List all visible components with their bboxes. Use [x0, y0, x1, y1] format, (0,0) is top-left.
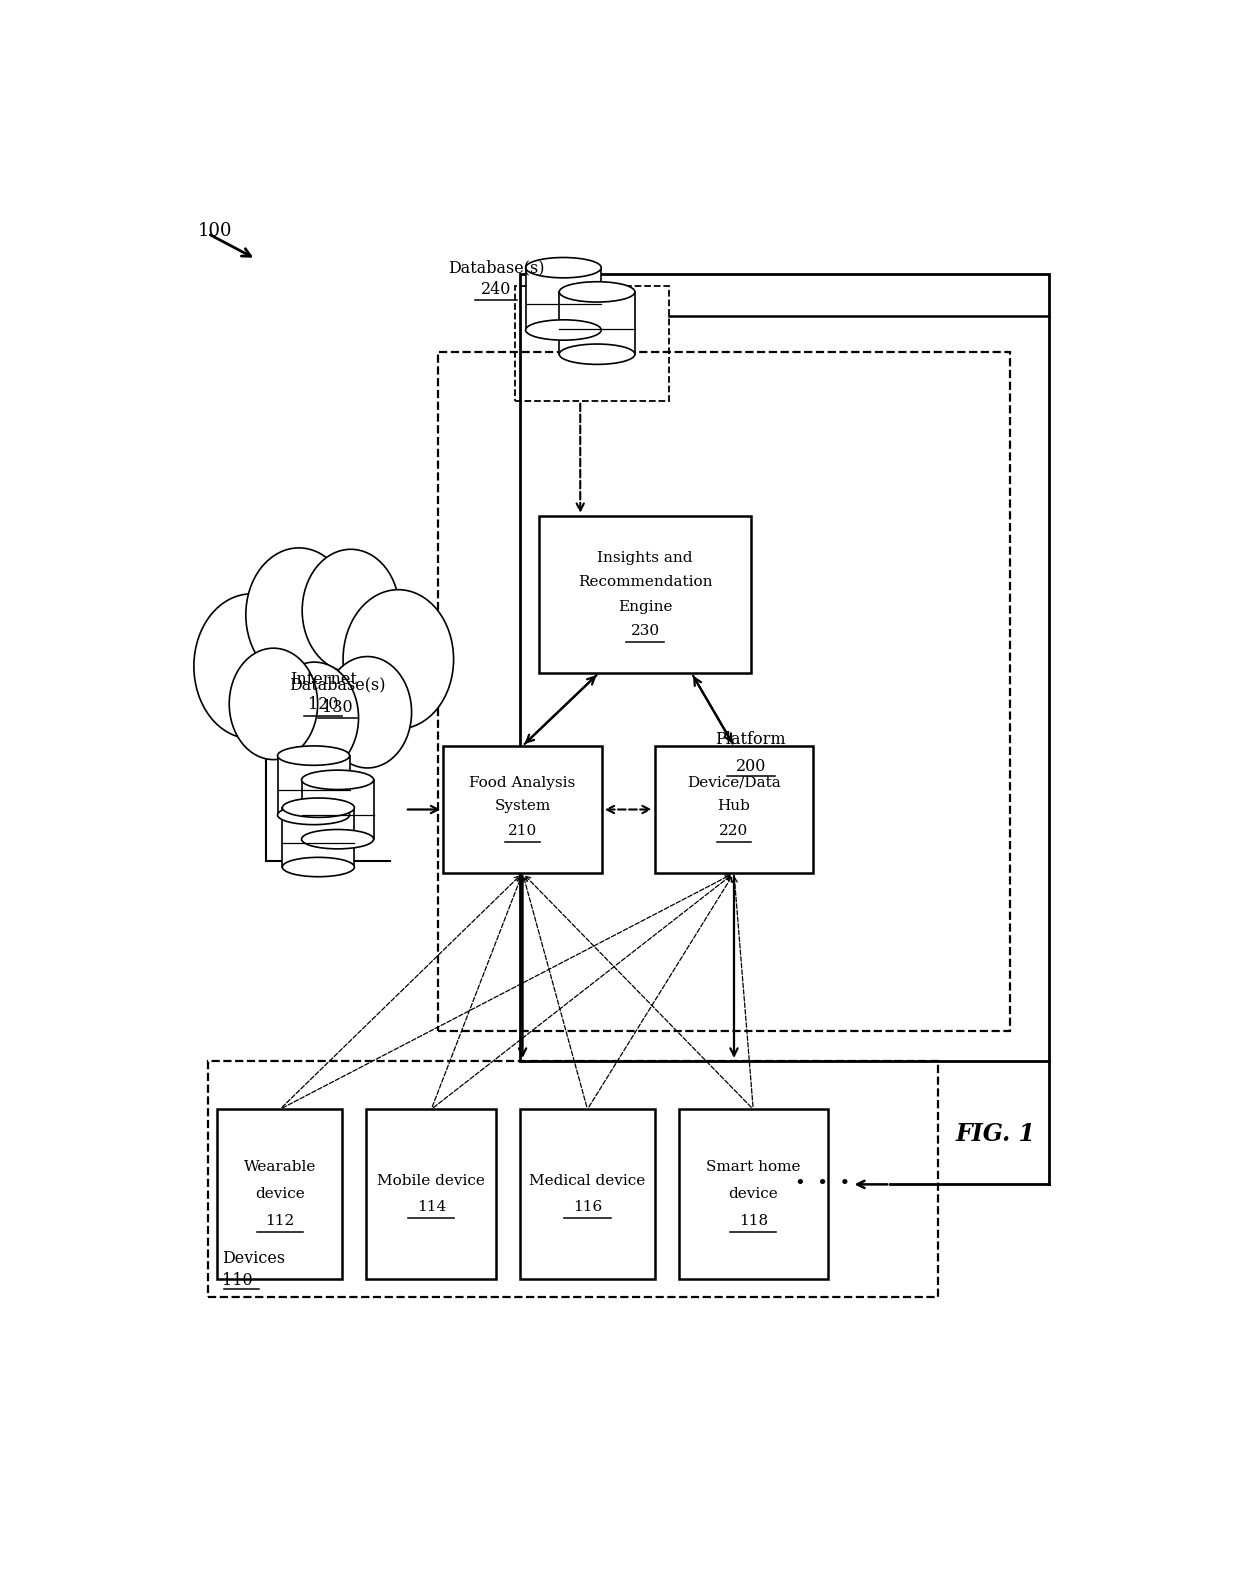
Text: Engine: Engine — [618, 599, 672, 613]
Circle shape — [270, 662, 358, 774]
Text: 116: 116 — [573, 1200, 603, 1214]
Text: device: device — [728, 1188, 777, 1202]
Text: Device/Data: Device/Data — [687, 775, 781, 790]
Ellipse shape — [526, 319, 601, 340]
Text: Smart home: Smart home — [706, 1161, 801, 1175]
Text: Wearable: Wearable — [244, 1161, 316, 1175]
Text: Mobile device: Mobile device — [377, 1173, 485, 1188]
Text: Internet: Internet — [290, 670, 357, 687]
Bar — [301, 780, 373, 838]
Bar — [526, 267, 601, 330]
Text: 220: 220 — [719, 824, 749, 838]
Text: Platform: Platform — [715, 731, 786, 749]
Bar — [278, 755, 350, 815]
Text: 114: 114 — [417, 1200, 446, 1214]
Bar — [521, 274, 1049, 1060]
Ellipse shape — [301, 771, 373, 790]
Text: 240: 240 — [481, 282, 511, 297]
Text: 118: 118 — [739, 1214, 768, 1227]
Ellipse shape — [278, 805, 350, 824]
Bar — [516, 286, 670, 401]
Circle shape — [193, 595, 309, 739]
Bar — [521, 1109, 655, 1279]
Bar — [208, 1060, 939, 1298]
Circle shape — [246, 547, 352, 681]
Text: 120: 120 — [308, 697, 339, 713]
Bar — [439, 352, 1011, 1030]
Text: Hub: Hub — [718, 799, 750, 813]
Text: 210: 210 — [508, 824, 537, 838]
Text: FIG. 1: FIG. 1 — [956, 1122, 1035, 1145]
Text: 112: 112 — [265, 1214, 295, 1227]
Text: Database(s): Database(s) — [289, 676, 386, 694]
Bar — [559, 293, 635, 354]
Text: 110: 110 — [222, 1271, 253, 1288]
Text: Medical device: Medical device — [529, 1173, 646, 1188]
Text: Database(s): Database(s) — [448, 260, 544, 275]
Text: Recommendation: Recommendation — [578, 576, 712, 590]
Text: Food Analysis: Food Analysis — [470, 775, 575, 790]
Circle shape — [229, 648, 317, 760]
Ellipse shape — [301, 829, 373, 849]
Ellipse shape — [283, 857, 355, 876]
Bar — [539, 516, 751, 673]
Bar — [217, 1109, 342, 1279]
Text: 200: 200 — [735, 758, 766, 775]
Circle shape — [324, 656, 412, 768]
Ellipse shape — [278, 746, 350, 766]
Text: device: device — [255, 1188, 305, 1202]
Text: 230: 230 — [631, 624, 660, 639]
Ellipse shape — [283, 798, 355, 818]
Ellipse shape — [559, 282, 635, 302]
Bar — [283, 807, 355, 867]
Circle shape — [303, 549, 399, 672]
Bar — [655, 746, 813, 873]
Text: 130: 130 — [322, 698, 353, 716]
Ellipse shape — [526, 258, 601, 278]
Ellipse shape — [559, 344, 635, 365]
Text: Insights and: Insights and — [598, 551, 693, 565]
Bar — [444, 746, 601, 873]
Bar — [367, 1109, 496, 1279]
Text: System: System — [495, 799, 551, 813]
Circle shape — [343, 590, 454, 728]
Bar — [678, 1109, 828, 1279]
Text: •  •  •: • • • — [795, 1175, 851, 1194]
Text: 100: 100 — [198, 222, 233, 241]
Text: Devices: Devices — [222, 1249, 285, 1266]
